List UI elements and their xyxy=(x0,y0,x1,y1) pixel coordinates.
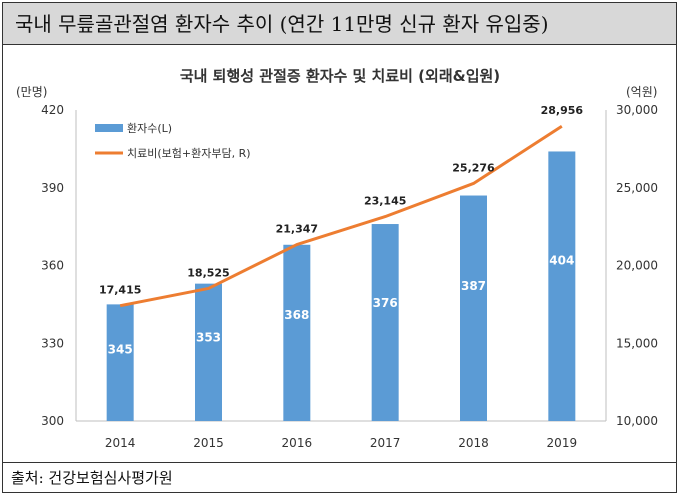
bar xyxy=(106,304,134,421)
page-title: 국내 무릎골관절염 환자수 추이 (연간 11만명 신규 환자 유입중) xyxy=(3,3,676,45)
bar xyxy=(548,151,576,421)
cost-line xyxy=(119,124,563,308)
y-tick-right: 15,000 xyxy=(616,336,658,350)
line-value-label: 23,145 xyxy=(364,195,406,208)
right-axis-unit: (억원) xyxy=(626,85,657,99)
y-tick-right: 25,000 xyxy=(616,181,658,195)
legend-label-line: 치료비(보험+환자부담, R) xyxy=(127,147,251,160)
left-axis-unit: (만명) xyxy=(16,85,47,99)
y-tick-left: 420 xyxy=(41,103,64,117)
bar xyxy=(195,283,222,421)
legend-label-bar: 환자수(L) xyxy=(127,122,172,135)
y-tick-right: 30,000 xyxy=(616,103,658,117)
x-tick-label: 2019 xyxy=(547,436,578,450)
chart-frame: 국내 무릎골관절염 환자수 추이 (연간 11만명 신규 환자 유입중) 출처:… xyxy=(2,2,677,493)
bar-value-label: 353 xyxy=(196,330,221,344)
y-tick-right: 10,000 xyxy=(616,414,658,428)
y-tick-right: 20,000 xyxy=(616,259,658,273)
legend: 환자수(L) 치료비(보험+환자부담, R) xyxy=(95,122,251,160)
y-tick-left: 330 xyxy=(41,336,64,350)
x-tick-label: 2018 xyxy=(458,436,489,450)
y-tick-left: 390 xyxy=(41,181,64,195)
x-tick-label: 2015 xyxy=(193,436,224,450)
x-tick-label: 2014 xyxy=(105,436,136,450)
bar-value-label: 387 xyxy=(461,279,486,293)
x-tick-label: 2017 xyxy=(370,436,401,450)
bar-value-label: 368 xyxy=(284,308,309,322)
bar-value-label: 404 xyxy=(549,254,574,268)
line-value-label: 25,276 xyxy=(452,161,495,174)
bar-value-label: 376 xyxy=(373,296,398,310)
line-value-label: 21,347 xyxy=(276,223,318,236)
line-value-label: 28,956 xyxy=(541,104,584,117)
source-note: 출처: 건강보험심사평가원 xyxy=(3,462,676,492)
legend-swatch-bar xyxy=(95,124,123,132)
y-tick-left: 360 xyxy=(41,259,64,273)
bar xyxy=(283,244,311,421)
bar xyxy=(460,195,487,421)
line-value-label: 18,525 xyxy=(187,266,229,279)
bar xyxy=(371,224,399,421)
bar-value-label: 345 xyxy=(108,342,133,356)
line-value-label: 17,415 xyxy=(99,284,141,297)
x-tick-label: 2016 xyxy=(282,436,313,450)
y-tick-left: 300 xyxy=(41,414,64,428)
chart-title: 국내 퇴행성 관절증 환자수 및 치료비 (외래&입원) xyxy=(180,67,500,85)
